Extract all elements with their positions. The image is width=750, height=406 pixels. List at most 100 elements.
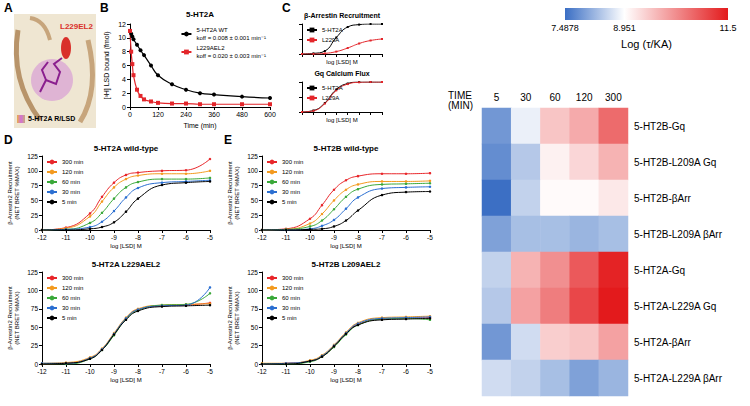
svg-text:-10: -10 [305,234,315,241]
svg-text:-5: -5 [427,234,433,241]
svg-text:-9: -9 [331,368,337,375]
svg-text:-5: -5 [207,368,213,375]
svg-text:25: 25 [251,212,259,219]
svg-text:75: 75 [31,305,39,312]
svg-text:A: A [4,1,13,15]
svg-text:7.4878: 7.4878 [551,23,579,33]
svg-text:log [LSD] M: log [LSD] M [326,117,357,123]
svg-text:5-HT2A: 5-HT2A [322,27,343,33]
svg-text:8: 8 [122,48,126,55]
svg-text:5 min: 5 min [282,315,297,321]
svg-text:0: 0 [34,227,38,234]
svg-text:(MIN): (MIN) [448,100,473,111]
svg-text:60 min: 60 min [62,295,80,301]
svg-text:Time (min): Time (min) [183,122,216,130]
svg-text:5 min: 5 min [282,199,297,205]
svg-text:-7: -7 [159,368,165,375]
svg-text:5-HT2B-βArr: 5-HT2B-βArr [634,193,692,204]
svg-text:50: 50 [31,324,39,331]
svg-text:Gq Calcium Flux: Gq Calcium Flux [314,70,369,78]
svg-text:E: E [224,133,232,147]
svg-text:D: D [4,133,13,147]
svg-text:-9: -9 [111,368,117,375]
svg-text:β-Arrestin2 Recruitment: β-Arrestin2 Recruitment [7,161,13,225]
svg-text:60: 60 [549,92,561,103]
svg-text:2: 2 [122,90,126,97]
svg-text:-8: -8 [355,234,361,241]
svg-text:5-HT2A L229AEL2: 5-HT2A L229AEL2 [92,260,161,269]
svg-text:5-HT2A-L229A βArr: 5-HT2A-L229A βArr [634,373,723,384]
svg-text:-11: -11 [282,234,291,241]
svg-text:-7: -7 [159,234,165,241]
svg-text:-9: -9 [111,234,117,241]
svg-text:480: 480 [236,111,248,118]
svg-text:log [LSD] M: log [LSD] M [110,243,141,249]
svg-text:11.5: 11.5 [720,23,737,33]
svg-text:log [LSD] M: log [LSD] M [326,59,357,65]
svg-text:75: 75 [251,305,259,312]
svg-text:0: 0 [34,361,38,368]
svg-text:60 min: 60 min [62,179,80,185]
svg-text:125: 125 [247,153,258,160]
svg-text:-12: -12 [257,368,267,375]
svg-text:12: 12 [118,21,126,28]
svg-text:5-HT2A WT: 5-HT2A WT [196,27,228,33]
svg-text:β-Arrestin2 Recruitment: β-Arrestin2 Recruitment [227,286,233,350]
svg-text:-8: -8 [355,368,361,375]
svg-text:360: 360 [208,111,220,118]
svg-text:25: 25 [31,342,39,349]
svg-text:125: 125 [27,269,38,276]
svg-text:100: 100 [247,287,258,294]
svg-text:log [LSD] M: log [LSD] M [330,377,361,383]
svg-text:B: B [100,1,109,15]
svg-text:120 min: 120 min [282,169,303,175]
svg-text:5-HT2B L209AEL2: 5-HT2B L209AEL2 [312,260,381,269]
svg-text:5-HT2B-Gq: 5-HT2B-Gq [634,121,685,132]
svg-text:75: 75 [251,182,259,189]
svg-text:Log (τ/KA): Log (τ/KA) [621,38,672,50]
svg-text:0: 0 [128,111,132,118]
svg-text:5-HT2B-L209A βArr: 5-HT2B-L209A βArr [634,229,723,240]
svg-text:-7: -7 [379,368,385,375]
svg-text:100: 100 [27,287,38,294]
svg-text:-5: -5 [207,234,213,241]
svg-text:50: 50 [31,197,39,204]
svg-text:log [LSD] M: log [LSD] M [330,243,361,249]
svg-text:0: 0 [254,361,258,368]
svg-text:5-HT2A wild-type: 5-HT2A wild-type [94,144,159,153]
svg-text:-12: -12 [257,234,267,241]
svg-text:-6: -6 [403,234,409,241]
svg-text:-12: -12 [37,234,47,241]
svg-text:60 min: 60 min [282,295,300,301]
svg-text:β-Arrestin2 Recruitment: β-Arrestin2 Recruitment [227,161,233,225]
svg-text:-7: -7 [379,234,385,241]
svg-text:(NET BRET %MAX): (NET BRET %MAX) [234,166,240,219]
svg-text:-9: -9 [331,234,337,241]
svg-text:C: C [282,1,291,15]
svg-text:30 min: 30 min [282,189,300,195]
svg-text:300 min: 300 min [62,159,83,165]
svg-text:30 min: 30 min [62,305,80,311]
svg-text:-10: -10 [305,368,315,375]
svg-text:125: 125 [27,153,38,160]
svg-text:50: 50 [251,197,259,204]
svg-text:5 min: 5 min [62,199,77,205]
svg-text:5-HT2A-βArr: 5-HT2A-βArr [634,337,692,348]
svg-text:L229AEL2: L229AEL2 [196,45,225,51]
svg-text:6: 6 [122,62,126,69]
svg-text:[³H] LSD bound (fmol): [³H] LSD bound (fmol) [103,31,111,99]
svg-text:30: 30 [520,92,532,103]
svg-text:240: 240 [180,111,192,118]
svg-text:0: 0 [254,227,258,234]
svg-text:120: 120 [576,92,593,103]
svg-text:-11: -11 [62,234,71,241]
svg-text:-12: -12 [37,368,47,375]
svg-text:300 min: 300 min [282,159,303,165]
svg-text:5-HT2A: 5-HT2A [322,85,343,91]
svg-text:120 min: 120 min [62,169,83,175]
svg-text:-11: -11 [62,368,71,375]
svg-text:50: 50 [251,324,259,331]
svg-text:koff = 0.008 ± 0.001 min⁻¹: koff = 0.008 ± 0.001 min⁻¹ [196,35,266,41]
svg-text:-10: -10 [85,368,95,375]
svg-text:120: 120 [152,111,164,118]
